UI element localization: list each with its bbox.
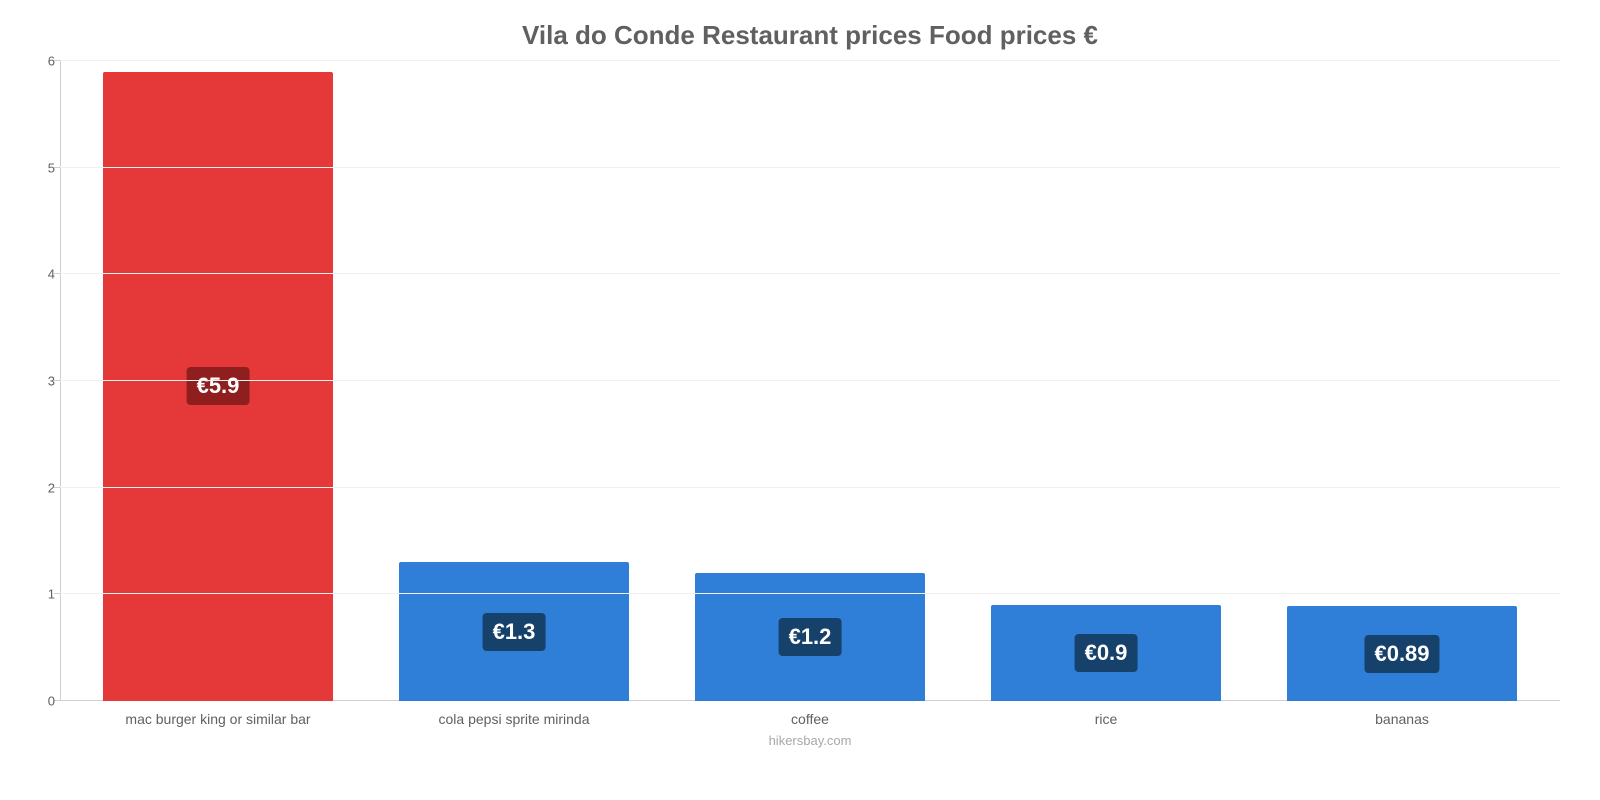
bar-value-label: €1.2 xyxy=(779,618,842,656)
chart-container: Vila do Conde Restaurant prices Food pri… xyxy=(0,0,1600,800)
grid-line xyxy=(60,487,1560,488)
y-tick-label: 2 xyxy=(30,480,55,495)
bar-value-label: €1.3 xyxy=(483,613,546,651)
source-label: hikersbay.com xyxy=(60,733,1560,748)
y-tick-label: 1 xyxy=(30,587,55,602)
y-tick-label: 6 xyxy=(30,54,55,69)
bar-value-label: €5.9 xyxy=(187,367,250,405)
x-axis-labels: mac burger king or similar barcola pepsi… xyxy=(60,701,1560,727)
grid-line xyxy=(60,593,1560,594)
bar: €1.3 xyxy=(399,562,630,701)
grid-line xyxy=(60,273,1560,274)
bar: €0.9 xyxy=(991,605,1222,701)
x-axis-label: coffee xyxy=(662,711,958,727)
bar-slot: €1.2 xyxy=(662,61,958,701)
grid-line xyxy=(60,60,1560,61)
bar-value-label: €0.9 xyxy=(1075,634,1138,672)
x-axis-label: bananas xyxy=(1254,711,1550,727)
bar-slot: €5.9 xyxy=(70,61,366,701)
x-axis-label: cola pepsi sprite mirinda xyxy=(366,711,662,727)
bar: €1.2 xyxy=(695,573,926,701)
y-tick-label: 3 xyxy=(30,374,55,389)
chart-title: Vila do Conde Restaurant prices Food pri… xyxy=(60,20,1560,51)
bar-slot: €0.9 xyxy=(958,61,1254,701)
x-axis-label: rice xyxy=(958,711,1254,727)
bar-value-label: €0.89 xyxy=(1364,635,1439,673)
y-tick-label: 0 xyxy=(30,694,55,709)
grid-line xyxy=(60,167,1560,168)
grid-line xyxy=(60,380,1560,381)
plot-area: €5.9€1.3€1.2€0.9€0.89 0123456 xyxy=(60,61,1560,701)
y-tick-label: 5 xyxy=(30,160,55,175)
y-tick-label: 4 xyxy=(30,267,55,282)
bar-slot: €1.3 xyxy=(366,61,662,701)
bar-slot: €0.89 xyxy=(1254,61,1550,701)
bars-row: €5.9 €1.3 €1.2 €0.9 €0.89 xyxy=(60,61,1560,701)
x-axis-label: mac burger king or similar bar xyxy=(70,711,366,727)
bar: €0.89 xyxy=(1287,606,1518,701)
